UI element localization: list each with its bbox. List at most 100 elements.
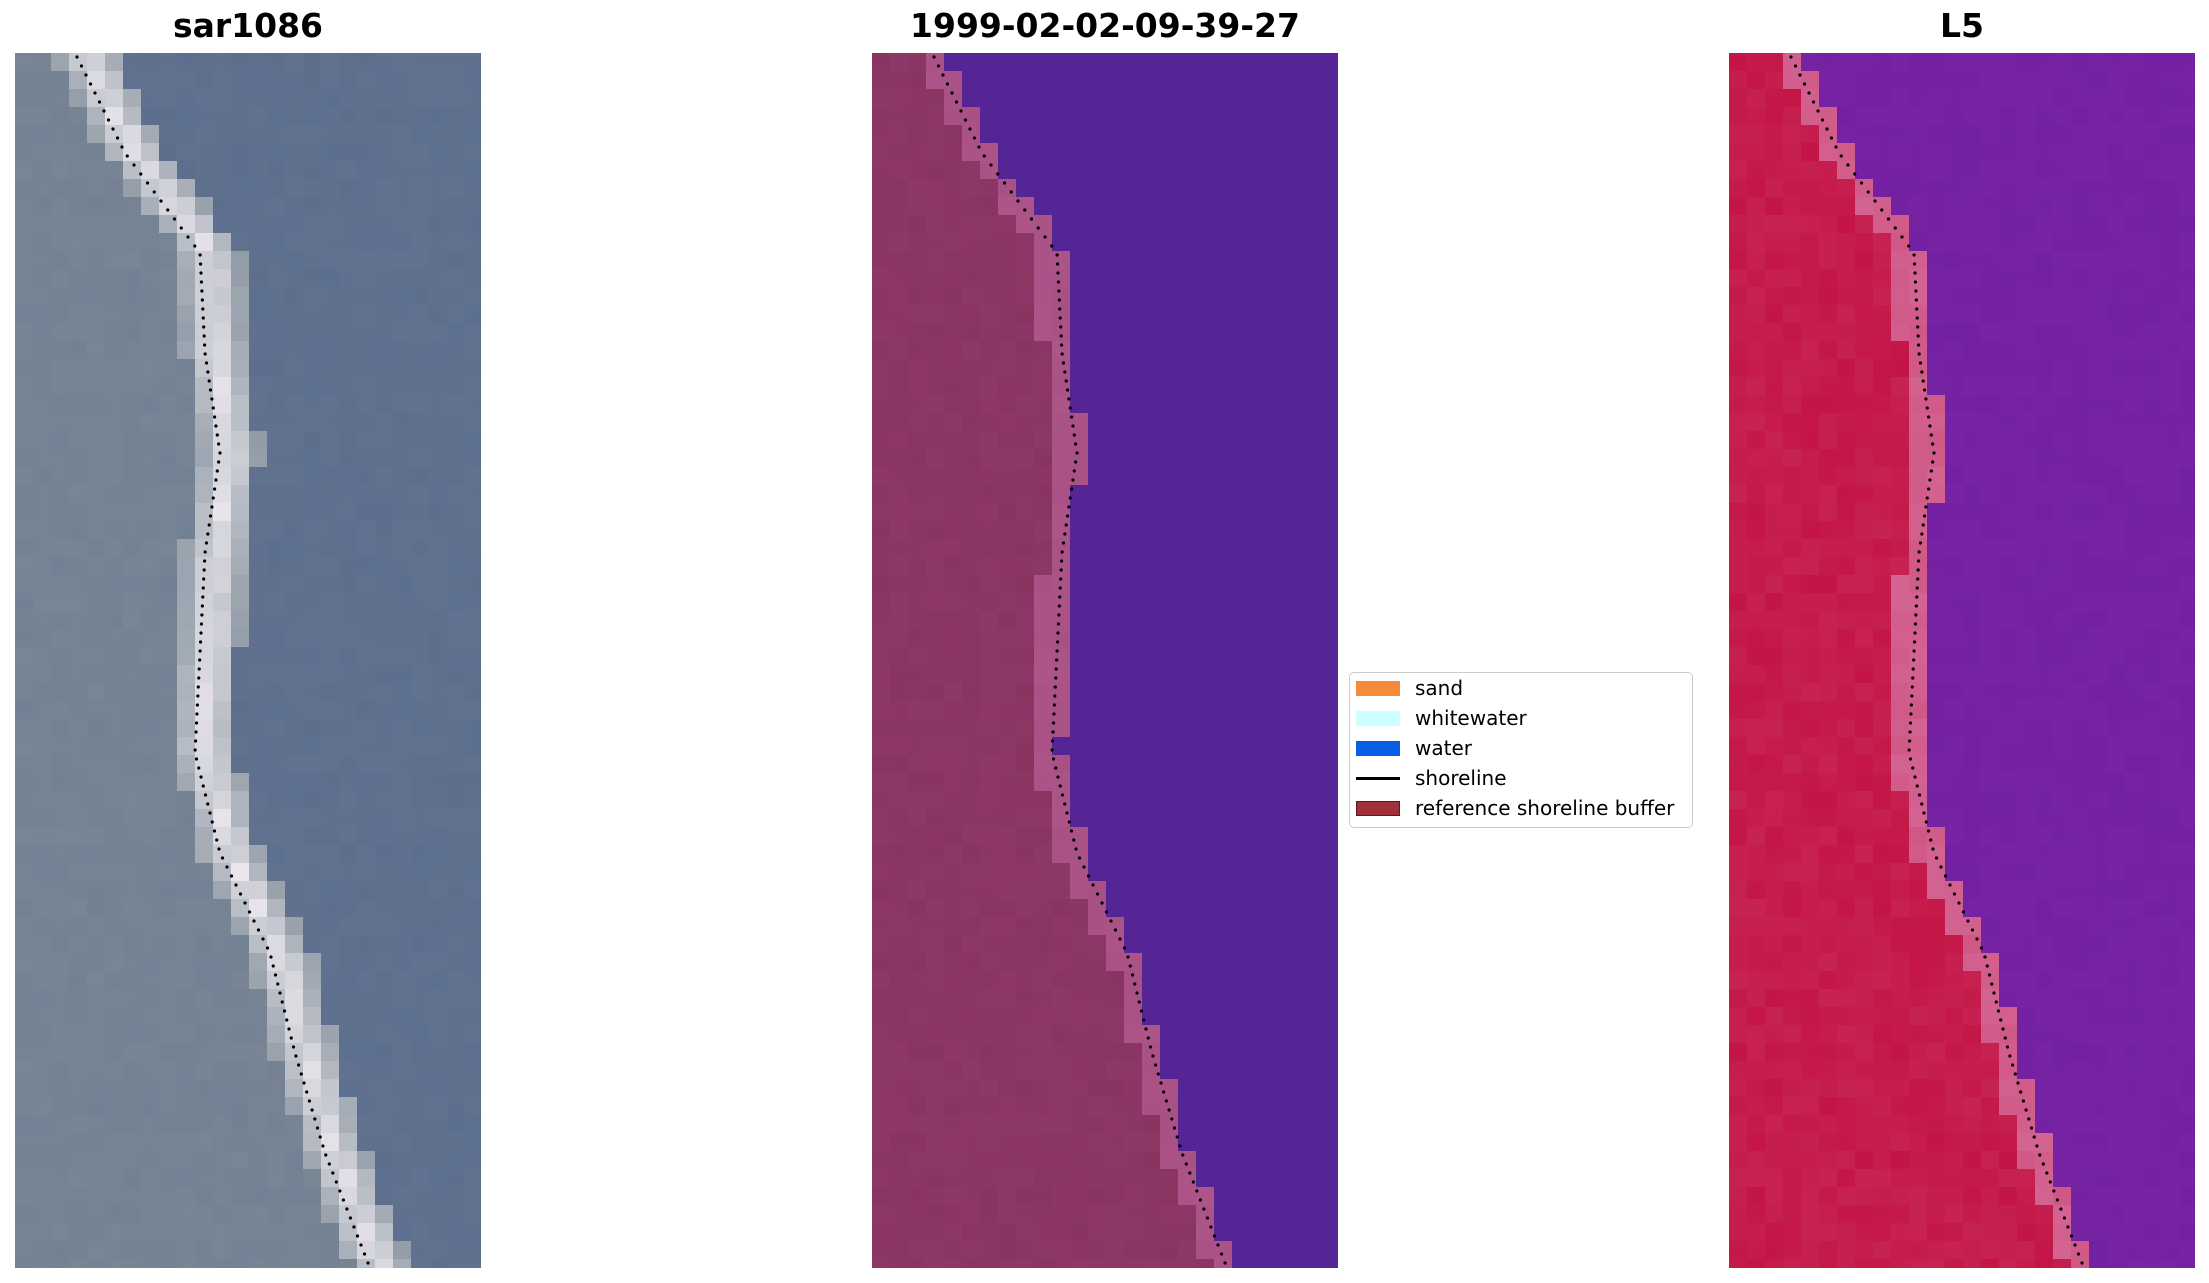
class-pixel bbox=[1034, 395, 1052, 413]
rgb-pixel bbox=[465, 269, 481, 287]
class-pixel bbox=[998, 287, 1016, 305]
class-pixel bbox=[1160, 1205, 1178, 1223]
class-pixel bbox=[1160, 1151, 1178, 1169]
rgb-pixel bbox=[267, 485, 285, 503]
class-pixel bbox=[1304, 575, 1322, 593]
shoreline-point bbox=[1059, 334, 1063, 338]
shoreline-point bbox=[120, 145, 124, 149]
class-pixel bbox=[1124, 413, 1142, 431]
index-pixel bbox=[1945, 71, 1963, 89]
rgb-pixel bbox=[105, 269, 123, 287]
rgb-pixel bbox=[15, 323, 33, 341]
rgb-pixel bbox=[357, 1007, 375, 1025]
rgb-pixel bbox=[159, 467, 177, 485]
class-pixel bbox=[890, 1061, 908, 1079]
rgb-pixel bbox=[87, 143, 105, 161]
class-pixel bbox=[872, 1169, 890, 1187]
rgb-pixel bbox=[87, 1115, 105, 1133]
rgb-pixel bbox=[15, 1151, 33, 1169]
shoreline-point bbox=[213, 487, 217, 491]
rgb-pixel bbox=[213, 1007, 231, 1025]
rgb-pixel bbox=[69, 305, 87, 323]
rgb-pixel bbox=[303, 539, 321, 557]
rgb-pixel bbox=[87, 1007, 105, 1025]
index-pixel bbox=[2017, 269, 2035, 287]
class-pixel bbox=[1268, 143, 1286, 161]
class-pixel bbox=[1286, 1043, 1304, 1061]
index-pixel bbox=[1783, 323, 1801, 341]
class-pixel bbox=[1268, 1241, 1286, 1259]
rgb-pixel bbox=[231, 683, 249, 701]
index-pixel bbox=[1783, 395, 1801, 413]
index-pixel bbox=[2053, 215, 2071, 233]
rgb-pixel bbox=[87, 503, 105, 521]
class-pixel bbox=[926, 881, 944, 899]
rgb-pixel bbox=[141, 971, 159, 989]
index-pixel bbox=[2125, 341, 2143, 359]
index-pixel bbox=[1747, 809, 1765, 827]
index-pixel bbox=[1963, 755, 1981, 773]
index-pixel bbox=[2017, 125, 2035, 143]
class-pixel bbox=[1160, 233, 1178, 251]
rgb-pixel bbox=[195, 53, 213, 71]
class-pixel bbox=[1232, 503, 1250, 521]
class-pixel bbox=[980, 485, 998, 503]
index-pixel bbox=[1891, 431, 1909, 449]
index-pixel bbox=[2107, 233, 2125, 251]
rgb-pixel bbox=[231, 1025, 249, 1043]
index-pixel bbox=[1729, 413, 1747, 431]
class-pixel bbox=[998, 323, 1016, 341]
index-pixel bbox=[1837, 575, 1855, 593]
index-pixel bbox=[1801, 809, 1819, 827]
index-pixel bbox=[1837, 593, 1855, 611]
shoreline-point bbox=[84, 73, 88, 77]
rgb-pixel bbox=[465, 485, 481, 503]
class-pixel bbox=[926, 161, 944, 179]
class-pixel bbox=[890, 467, 908, 485]
rgb-pixel bbox=[339, 701, 357, 719]
shoreline-point bbox=[1137, 1000, 1141, 1004]
class-pixel bbox=[980, 809, 998, 827]
class-pixel bbox=[1124, 305, 1142, 323]
class-pixel bbox=[1160, 755, 1178, 773]
class-pixel bbox=[1070, 269, 1088, 287]
rgb-pixel bbox=[285, 1079, 303, 1097]
index-pixel bbox=[2107, 269, 2125, 287]
class-pixel bbox=[1016, 737, 1034, 755]
class-pixel bbox=[1196, 413, 1214, 431]
class-pixel bbox=[1142, 143, 1160, 161]
index-pixel bbox=[1999, 521, 2017, 539]
rgb-pixel bbox=[429, 251, 447, 269]
rgb-pixel bbox=[141, 863, 159, 881]
index-pixel bbox=[1765, 863, 1783, 881]
class-pixel bbox=[944, 989, 962, 1007]
class-pixel bbox=[1088, 827, 1106, 845]
class-pixel bbox=[1268, 1187, 1286, 1205]
rgb-pixel bbox=[231, 431, 249, 449]
index-pixel bbox=[1963, 701, 1981, 719]
rgb-pixel bbox=[357, 575, 375, 593]
rgb-pixel bbox=[267, 611, 285, 629]
index-pixel bbox=[1855, 143, 1873, 161]
rgb-pixel bbox=[267, 755, 285, 773]
class-pixel bbox=[908, 89, 926, 107]
index-pixel bbox=[2035, 665, 2053, 683]
rgb-pixel bbox=[303, 197, 321, 215]
rgb-pixel bbox=[267, 575, 285, 593]
rgb-pixel bbox=[357, 1061, 375, 1079]
rgb-pixel bbox=[447, 1205, 465, 1223]
rgb-pixel bbox=[411, 1205, 429, 1223]
class-pixel bbox=[1286, 773, 1304, 791]
index-pixel bbox=[1765, 395, 1783, 413]
index-pixel bbox=[2179, 467, 2195, 485]
class-pixel bbox=[1196, 1241, 1214, 1259]
rgb-pixel bbox=[51, 953, 69, 971]
rgb-pixel bbox=[285, 647, 303, 665]
class-pixel bbox=[1016, 395, 1034, 413]
class-pixel bbox=[872, 485, 890, 503]
rgb-pixel bbox=[339, 935, 357, 953]
rgb-pixel bbox=[69, 179, 87, 197]
index-pixel bbox=[1729, 179, 1747, 197]
rgb-pixel bbox=[465, 431, 481, 449]
shoreline-point bbox=[1198, 1198, 1202, 1202]
